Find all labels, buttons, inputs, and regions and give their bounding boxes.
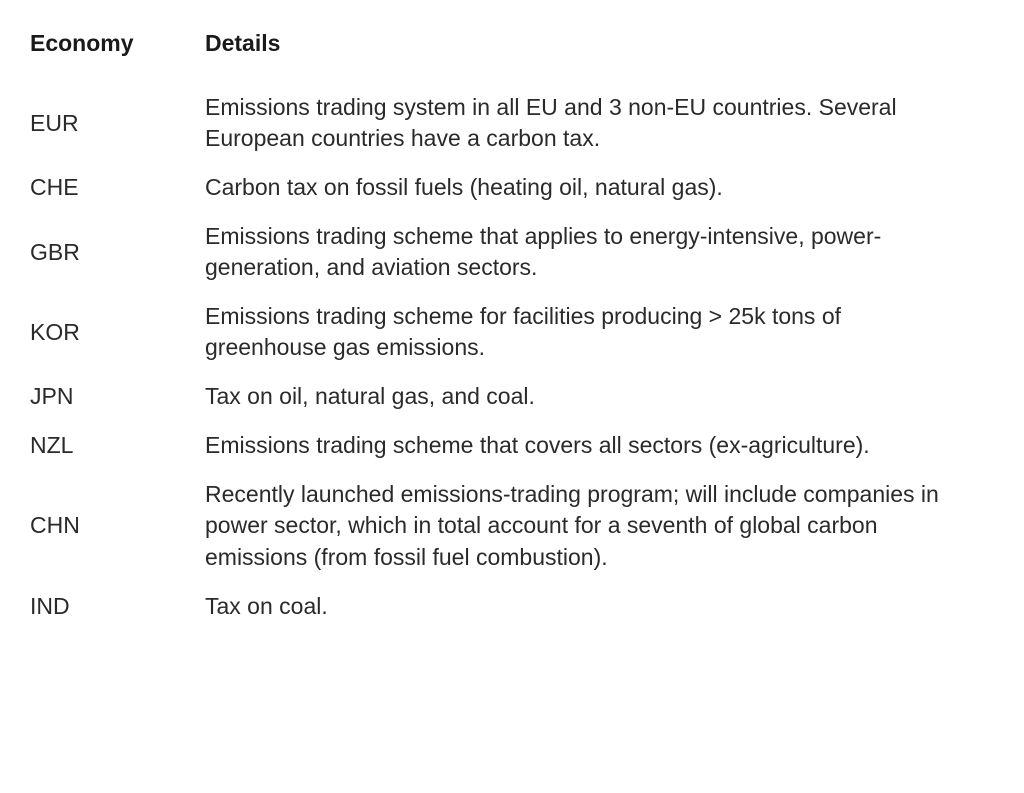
details-cell: Emissions trading scheme that applies to… xyxy=(205,212,994,292)
economy-cell: JPN xyxy=(30,372,205,421)
details-cell: Tax on oil, natural gas, and coal. xyxy=(205,372,994,421)
economy-cell: KOR xyxy=(30,292,205,372)
table-row: JPN Tax on oil, natural gas, and coal. xyxy=(30,372,994,421)
carbon-policy-table: Economy Details EUR Emissions trading sy… xyxy=(30,20,994,631)
table-row: IND Tax on coal. xyxy=(30,582,994,631)
economy-cell: EUR xyxy=(30,83,205,163)
economy-cell: NZL xyxy=(30,421,205,470)
details-cell: Emissions trading scheme that covers all… xyxy=(205,421,994,470)
table-row: NZL Emissions trading scheme that covers… xyxy=(30,421,994,470)
table-row: CHN Recently launched emissions-trading … xyxy=(30,470,994,581)
table-row: CHE Carbon tax on fossil fuels (heating … xyxy=(30,163,994,212)
table-header-row: Economy Details xyxy=(30,20,994,83)
economy-cell: IND xyxy=(30,582,205,631)
details-cell: Carbon tax on fossil fuels (heating oil,… xyxy=(205,163,994,212)
details-cell: Emissions trading scheme for facilities … xyxy=(205,292,994,372)
economy-cell: CHE xyxy=(30,163,205,212)
table-row: KOR Emissions trading scheme for facilit… xyxy=(30,292,994,372)
details-cell: Emissions trading system in all EU and 3… xyxy=(205,83,994,163)
table-row: EUR Emissions trading system in all EU a… xyxy=(30,83,994,163)
details-cell: Recently launched emissions-trading prog… xyxy=(205,470,994,581)
economy-cell: GBR xyxy=(30,212,205,292)
economy-cell: CHN xyxy=(30,470,205,581)
header-economy: Economy xyxy=(30,20,205,83)
details-cell: Tax on coal. xyxy=(205,582,994,631)
table-row: GBR Emissions trading scheme that applie… xyxy=(30,212,994,292)
header-details: Details xyxy=(205,20,994,83)
